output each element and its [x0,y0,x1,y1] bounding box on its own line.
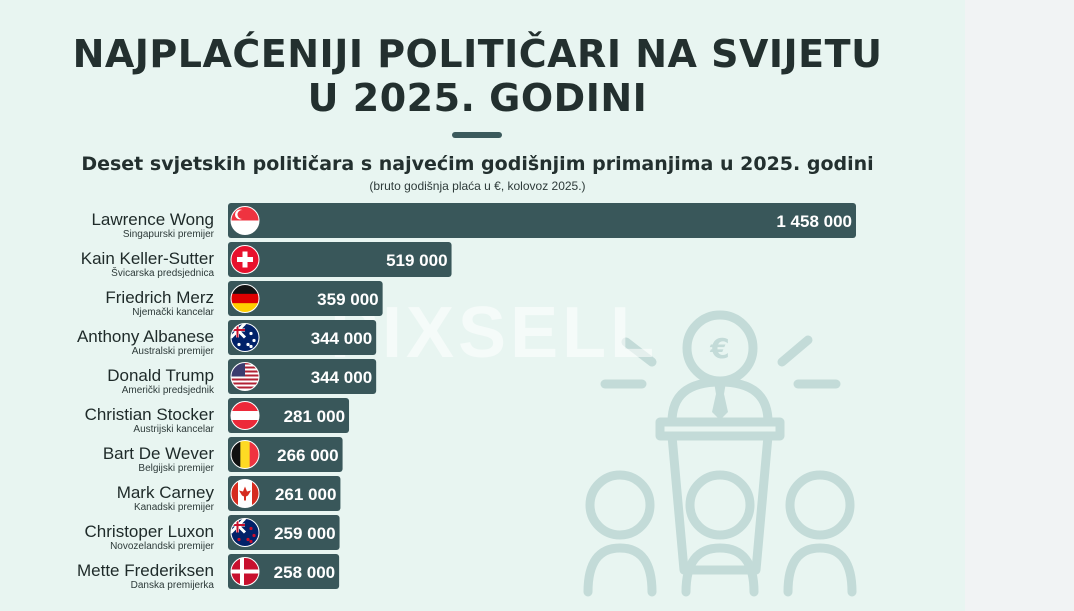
bar [228,398,350,433]
new-zealand-flag-icon [230,518,260,547]
value-label: 261 000 [275,485,336,504]
bar [228,437,343,472]
page-title: NAJPLAĆENIJI POLITIČARI NA SVIJETU U 202… [0,32,955,120]
title-divider [452,132,502,138]
australia-flag-icon [230,323,260,352]
usa-flag-icon [230,362,260,391]
politician-name: Kain Keller-Sutter [81,249,215,268]
value-label: 359 000 [317,290,378,309]
politician-name: Friedrich Merz [105,288,214,307]
politician-role: Novozelandski premijer [110,541,215,552]
svg-text:€: € [709,332,729,365]
politician-role: Kanadski premijer [134,502,215,513]
title-line-2: U 2025. GODINI [307,76,648,120]
politician-name: Donald Trump [107,366,214,385]
value-label: 259 000 [274,524,335,543]
politician-name: Bart De Wever [103,444,215,463]
politician-name: Mark Carney [117,483,215,502]
politician-podium-illustration: € [583,310,857,597]
value-label: 344 000 [311,368,372,387]
chart-subtitle: Deset svjetskih političara s najvećim go… [81,153,874,175]
infographic: NAJPLAĆENIJI POLITIČARI NA SVIJETU U 202… [0,32,955,597]
bar [228,359,377,394]
switzerland-flag-icon [230,245,260,274]
value-label: 1 458 000 [776,212,852,231]
bar [228,242,452,277]
austria-flag-icon [230,401,260,430]
value-label: 258 000 [274,563,335,582]
value-label: 266 000 [277,446,338,465]
politician-name: Christian Stocker [85,405,215,424]
bar [228,203,856,238]
politician-name: Christoper Luxon [85,522,214,541]
politician-role: Danska premijerka [131,580,215,591]
denmark-flag-icon [230,557,260,586]
politician-role: Belgijski premijer [138,463,214,474]
chart-note: (bruto godišnja plaća u €, kolovoz 2025.… [369,179,586,193]
value-label: 519 000 [386,251,447,270]
politician-role: Njemački kancelar [132,307,214,318]
politician-role: Švicarska predsjednica [111,266,214,279]
value-label: 281 000 [284,407,345,426]
bar [228,281,383,316]
bar [228,320,377,355]
politician-role: Australski premijer [132,346,215,357]
belgium-flag-icon [230,440,260,469]
germany-flag-icon [230,284,260,313]
singapore-flag-icon [230,206,260,235]
title-line-1: NAJPLAĆENIJI POLITIČARI NA SVIJETU [72,32,883,76]
canada-flag-icon [230,479,260,508]
politician-name: Mette Frederiksen [77,561,214,580]
politician-name: Anthony Albanese [77,327,214,346]
politician-role: Singapurski premijer [123,229,215,240]
politician-role: Američki predsjednik [122,385,215,396]
value-label: 344 000 [311,329,372,348]
politician-role: Austrijski kancelar [133,424,214,435]
politician-name: Lawrence Wong [91,210,214,229]
